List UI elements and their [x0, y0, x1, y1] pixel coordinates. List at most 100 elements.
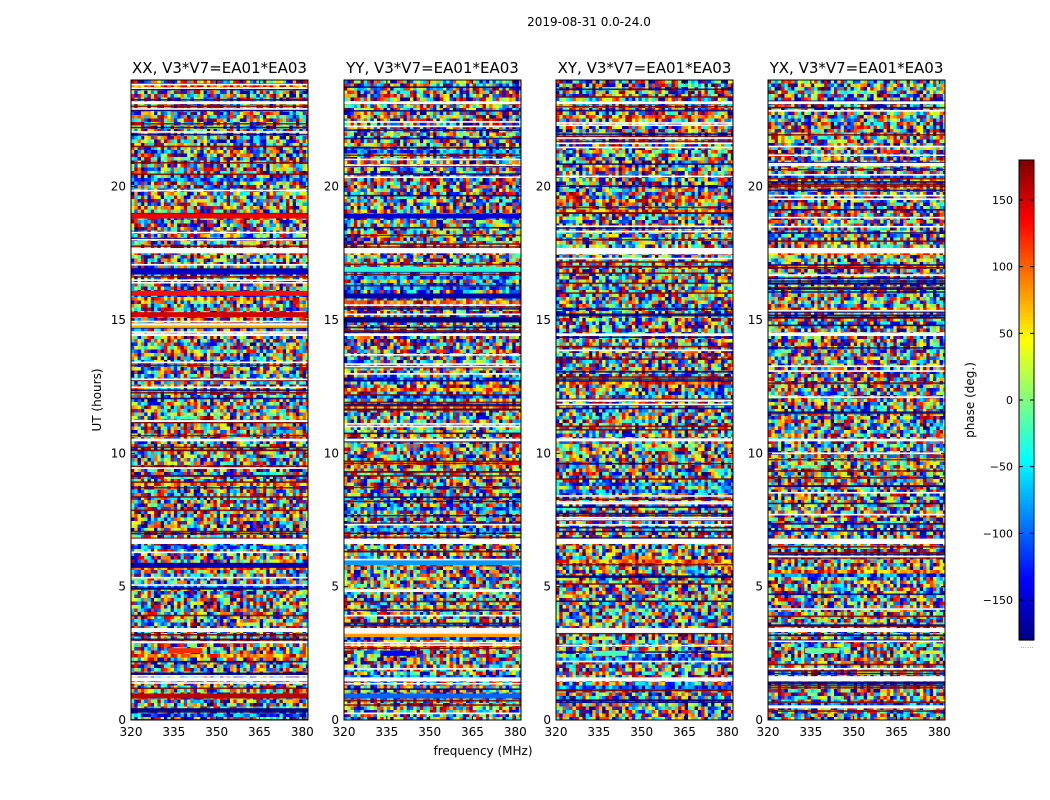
noise-cell — [236, 136, 241, 141]
noise-cell — [173, 276, 178, 281]
noise-cell — [173, 398, 178, 403]
noise-cell — [246, 118, 251, 123]
noise-cell — [213, 139, 218, 144]
noise-cell — [272, 185, 277, 190]
noise-cell — [150, 346, 155, 351]
noise-cell — [243, 255, 248, 260]
noise-cell — [302, 241, 307, 246]
noise-cell — [226, 318, 231, 323]
noise-cell — [160, 220, 165, 225]
noise-cell — [134, 115, 139, 120]
noise-cell — [302, 90, 307, 95]
noise-cell — [154, 318, 158, 323]
noise-cell — [305, 339, 308, 344]
noise-cell — [170, 195, 175, 200]
noise-cell — [154, 283, 158, 288]
noise-cell — [160, 178, 165, 183]
noise-cell — [305, 181, 308, 186]
noise-cell — [220, 216, 224, 221]
noise-cell — [249, 251, 254, 256]
noise-cell — [276, 195, 281, 200]
noise-cell — [183, 136, 188, 141]
noise-cell — [137, 349, 142, 354]
noise-cell — [197, 80, 201, 85]
noise-cell — [272, 234, 277, 239]
noise-cell — [239, 370, 244, 375]
noise-cell — [276, 143, 281, 148]
noise-cell — [200, 202, 205, 207]
noise-cell — [220, 370, 224, 375]
noise-cell — [246, 381, 251, 386]
noise-cell — [147, 398, 152, 403]
noise-cell — [157, 195, 162, 200]
noise-cell — [187, 90, 191, 95]
noise-cell — [193, 251, 198, 256]
noise-cell — [305, 136, 308, 141]
noise-cell — [206, 272, 211, 277]
noise-cell — [160, 153, 165, 158]
noise-cell — [246, 335, 251, 340]
noise-cell — [203, 297, 208, 302]
noise-cell — [305, 143, 308, 148]
noise-cell — [269, 174, 274, 179]
noise-cell — [160, 349, 165, 354]
noise-cell — [173, 265, 178, 270]
noise-cell — [216, 167, 221, 172]
noise-cell — [200, 318, 205, 323]
noise-cell — [183, 178, 188, 183]
noise-cell — [200, 374, 205, 379]
noise-cell — [183, 251, 188, 256]
noise-cell — [272, 342, 277, 347]
noise-cell — [249, 206, 254, 211]
noise-cell — [154, 286, 158, 291]
noise-cell — [292, 202, 297, 207]
noise-cell — [259, 374, 264, 379]
noise-cell — [236, 227, 241, 232]
noise-cell — [170, 402, 175, 407]
noise-cell — [302, 150, 307, 155]
noise-cell — [246, 90, 251, 95]
noise-cell — [167, 199, 172, 204]
noise-cell — [276, 353, 281, 358]
noise-cell — [160, 150, 165, 155]
noise-cell — [157, 174, 162, 179]
noise-cell — [299, 304, 304, 309]
noise-cell — [164, 150, 168, 155]
noise-cell — [190, 129, 195, 134]
noise-cell — [213, 402, 218, 407]
noise-cell — [239, 286, 244, 291]
noise-cell — [210, 283, 215, 288]
noise-cell — [193, 157, 198, 162]
noise-cell — [305, 220, 308, 225]
noise-cell — [279, 209, 284, 214]
noise-cell — [259, 118, 264, 123]
noise-cell — [220, 272, 224, 277]
noise-cell — [305, 258, 308, 263]
noise-cell — [193, 255, 198, 260]
noise-cell — [236, 255, 241, 260]
noise-cell — [266, 181, 271, 186]
noise-cell — [206, 318, 211, 323]
noise-cell — [170, 216, 175, 221]
noise-cell — [154, 251, 158, 256]
noise-cell — [190, 157, 195, 162]
noise-cell — [210, 255, 215, 260]
noise-cell — [220, 94, 224, 99]
noise-cell — [259, 335, 264, 340]
noise-cell — [131, 374, 135, 379]
noise-cell — [147, 192, 152, 197]
noise-cell — [272, 279, 277, 284]
noise-cell — [230, 300, 234, 305]
noise-cell — [197, 136, 201, 141]
noise-cell — [210, 265, 215, 270]
noise-cell — [144, 370, 149, 375]
noise-cell — [164, 216, 168, 221]
noise-cell — [279, 395, 284, 400]
noise-cell — [183, 374, 188, 379]
noise-cell — [173, 297, 178, 302]
noise-cell — [269, 342, 274, 347]
noise-cell — [213, 272, 218, 277]
noise-cell — [144, 356, 149, 361]
noise-cell — [203, 199, 208, 204]
noise-cell — [266, 157, 271, 162]
